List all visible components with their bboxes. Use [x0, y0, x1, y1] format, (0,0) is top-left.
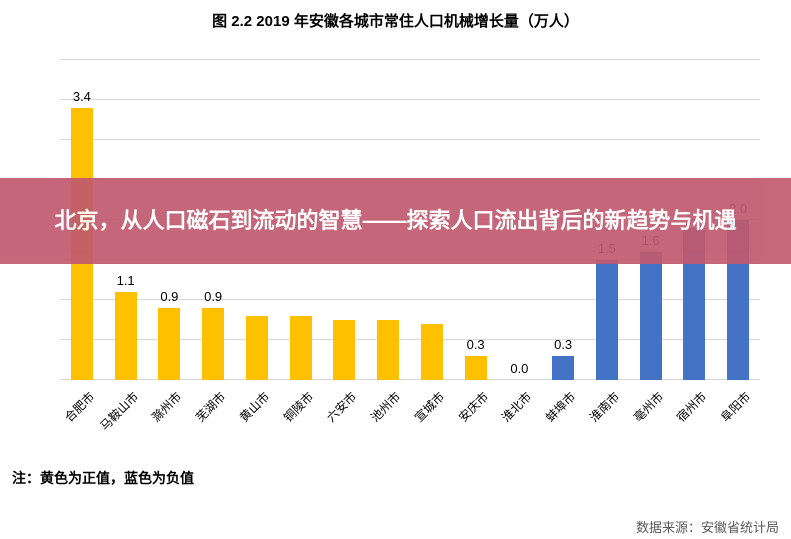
bar-value-label: 0.3 [467, 337, 485, 352]
bar [115, 292, 137, 380]
x-axis-label: 亳州市 [629, 388, 666, 425]
x-axis-label: 芜湖市 [192, 388, 229, 425]
x-axis-label: 淮北市 [498, 388, 535, 425]
overlay-banner: 北京，从人口磁石到流动的智慧——探索人口流出背后的新趋势与机遇 [0, 178, 791, 264]
bar [552, 356, 574, 380]
bar-value-label: 0.3 [554, 337, 572, 352]
bar [333, 320, 355, 380]
gridline [60, 99, 760, 100]
data-source: 数据来源：安徽省统计局 [636, 517, 779, 536]
chart-title: 图 2.2 2019 年安徽各城市常住人口机械增长量（万人） [0, 0, 791, 31]
footnote: 注：黄色为正值，蓝色为负值 [12, 468, 194, 488]
bar [465, 356, 487, 380]
x-axis-label: 六安市 [323, 388, 360, 425]
bar [596, 260, 618, 380]
bar-value-label: 0.0 [510, 361, 528, 376]
bar-value-label: 1.1 [117, 273, 135, 288]
bar-value-label: 0.9 [204, 289, 222, 304]
x-axis-label: 淮南市 [585, 388, 622, 425]
x-axis-label: 阜阳市 [717, 388, 754, 425]
x-axis-label: 宿州市 [673, 388, 710, 425]
bar-value-label: 0.9 [160, 289, 178, 304]
overlay-text: 北京，从人口磁石到流动的智慧——探索人口流出背后的新趋势与机遇 [54, 206, 736, 237]
bar [290, 316, 312, 380]
x-axis-label: 池州市 [367, 388, 404, 425]
x-axis-label: 铜陵市 [279, 388, 316, 425]
x-axis-label: 宣城市 [410, 388, 447, 425]
x-axis-label: 合肥市 [60, 388, 97, 425]
x-axis-label: 马鞍山市 [96, 388, 142, 434]
x-axis-label: 安庆市 [454, 388, 491, 425]
bar-value-label: 3.4 [73, 89, 91, 104]
bar [421, 324, 443, 380]
bar [158, 308, 180, 380]
bar [640, 252, 662, 380]
x-axis-label: 滁州市 [148, 388, 185, 425]
gridline [60, 139, 760, 140]
gridline [60, 59, 760, 60]
bar [202, 308, 224, 380]
x-axis-label: 黄山市 [235, 388, 272, 425]
bar [246, 316, 268, 380]
x-axis-label: 蚌埠市 [542, 388, 579, 425]
bar [377, 320, 399, 380]
